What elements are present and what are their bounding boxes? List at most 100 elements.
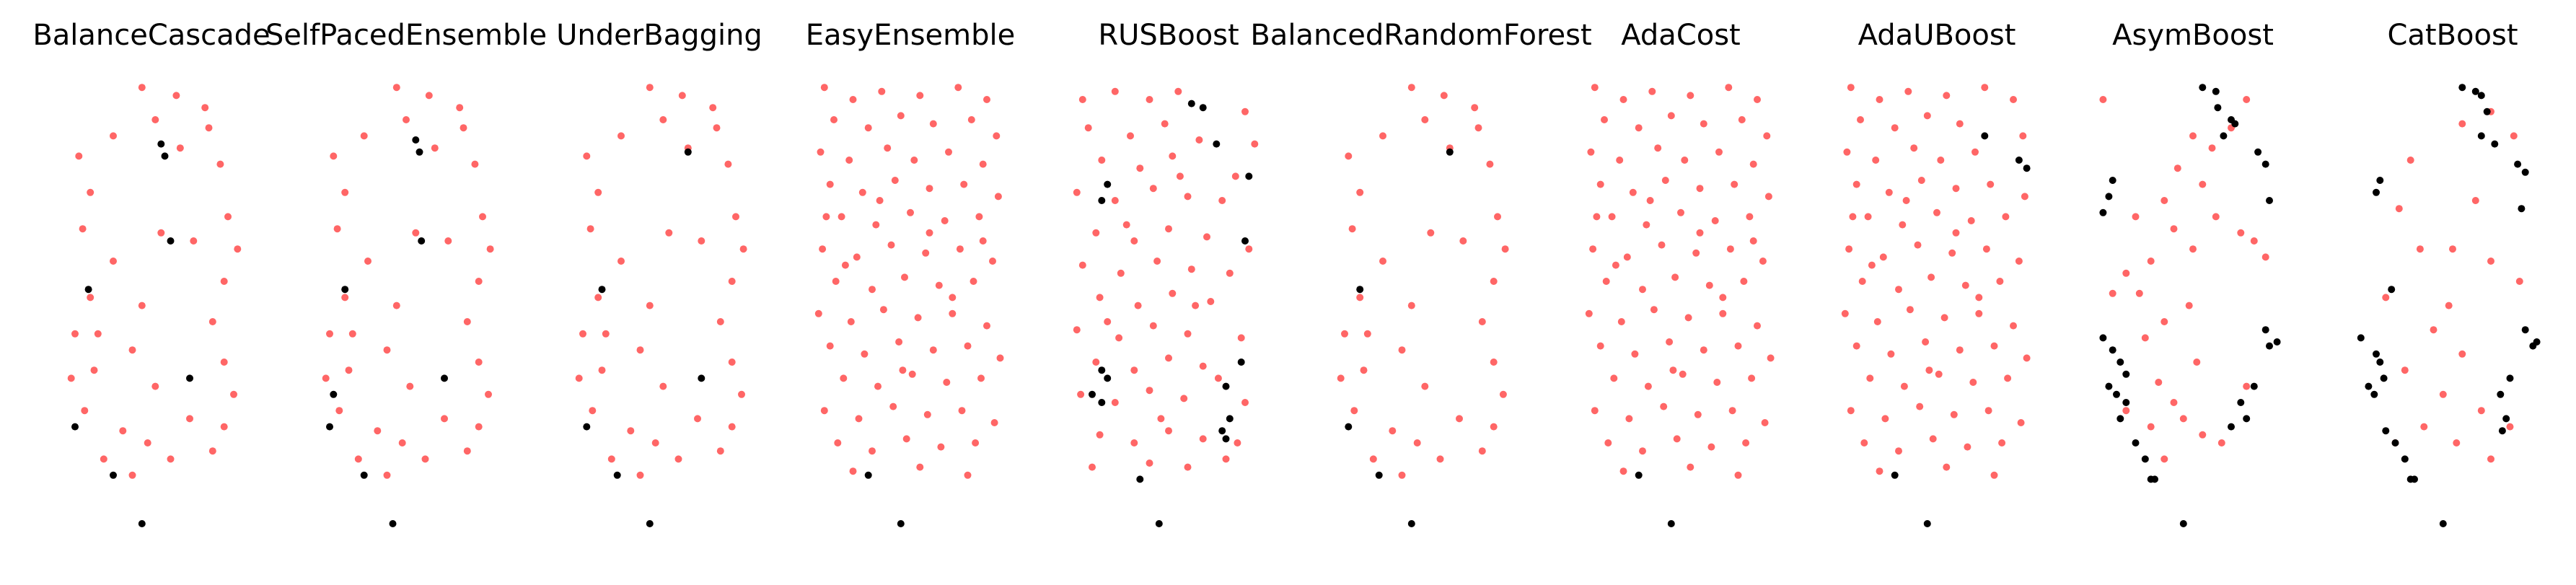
- minority-point: [2388, 286, 2396, 294]
- majority-point: [819, 245, 827, 253]
- majority-point: [1742, 439, 1750, 447]
- majority-point: [1696, 229, 1704, 237]
- majority-point: [1169, 152, 1177, 160]
- majority-point: [79, 225, 87, 233]
- majority-point: [2250, 237, 2258, 245]
- majority-point: [1904, 87, 1912, 95]
- minority-point: [2266, 197, 2273, 204]
- majority-point: [479, 213, 486, 221]
- scatter-panel: AdaCost: [1585, 19, 1775, 527]
- majority-point: [979, 160, 987, 168]
- minority-point: [2015, 157, 2023, 164]
- majority-point: [1684, 314, 1692, 322]
- majority-point: [1389, 427, 1397, 435]
- majority-point: [1895, 286, 1902, 294]
- majority-point: [1456, 415, 1463, 423]
- minority-point: [1222, 382, 1230, 390]
- minority-point: [416, 148, 423, 156]
- majority-point: [2132, 213, 2140, 221]
- majority-point: [945, 148, 952, 156]
- minority-point: [2099, 334, 2107, 342]
- majority-point: [1887, 350, 1895, 358]
- majority-point: [1348, 225, 1356, 233]
- majority-point: [354, 455, 362, 463]
- majority-point: [1379, 258, 1386, 265]
- majority-point: [958, 407, 966, 415]
- majority-point: [728, 278, 736, 285]
- majority-point: [1719, 309, 1727, 317]
- minority-point: [341, 286, 349, 294]
- majority-point: [1169, 289, 1177, 297]
- majority-point: [1234, 439, 1241, 447]
- majority-point: [1734, 342, 1742, 350]
- minority-point: [1891, 471, 1899, 479]
- majority-point: [71, 330, 79, 338]
- majority-point: [1987, 180, 1995, 188]
- majority-point: [87, 188, 94, 196]
- minority-point: [2109, 346, 2116, 354]
- majority-point: [138, 302, 146, 309]
- majority-point: [855, 415, 863, 423]
- minority-point: [167, 237, 175, 245]
- majority-point: [2135, 289, 2143, 297]
- majority-point: [1591, 407, 1599, 415]
- majority-point: [1180, 395, 1188, 403]
- majority-point: [421, 455, 429, 463]
- majority-point: [1471, 104, 1479, 112]
- majority-point: [607, 455, 615, 463]
- majority-point: [1604, 439, 1612, 447]
- majority-point: [2004, 374, 2012, 382]
- majority-point: [90, 366, 98, 374]
- majority-point: [646, 84, 654, 92]
- majority-point: [594, 294, 602, 302]
- majority-point: [1459, 237, 1467, 245]
- majority-point: [1591, 84, 1599, 92]
- minority-point: [330, 390, 338, 398]
- minority-point: [1089, 390, 1096, 398]
- majority-point: [330, 152, 338, 160]
- majority-point: [475, 278, 483, 285]
- majority-point: [1885, 188, 1893, 196]
- majority-point: [1356, 188, 1364, 196]
- majority-point: [937, 443, 945, 451]
- majority-point: [1917, 177, 1925, 184]
- majority-point: [2208, 144, 2216, 152]
- majority-point: [1635, 124, 1643, 132]
- majority-point: [2021, 193, 2028, 201]
- minority-point: [598, 286, 606, 294]
- majority-point: [1852, 180, 1860, 188]
- majority-point: [724, 160, 732, 168]
- majority-point: [1486, 160, 1494, 168]
- majority-point: [1694, 410, 1702, 418]
- majority-point: [2458, 350, 2466, 358]
- majority-point: [1937, 157, 1945, 164]
- majority-point: [1360, 366, 1368, 374]
- majority-point: [1146, 387, 1153, 395]
- majority-point: [665, 229, 673, 237]
- majority-point: [1990, 471, 1998, 479]
- majority-point: [1157, 415, 1165, 423]
- majority-point: [2395, 205, 2403, 213]
- majority-point: [716, 447, 724, 455]
- majority-point: [891, 177, 899, 184]
- majority-point: [1948, 249, 1956, 257]
- minority-point: [84, 286, 92, 294]
- majority-point: [2122, 269, 2130, 277]
- majority-point: [1996, 278, 2004, 285]
- majority-point: [1436, 455, 1444, 463]
- majority-point: [1092, 229, 1100, 237]
- majority-point: [2002, 213, 2010, 221]
- majority-point: [2212, 213, 2220, 221]
- majority-point: [617, 258, 625, 265]
- majority-point: [471, 160, 479, 168]
- majority-point: [475, 359, 483, 366]
- majority-point: [977, 374, 985, 382]
- majority-point: [845, 157, 853, 164]
- majority-point: [659, 382, 667, 390]
- majority-point: [1767, 354, 1775, 362]
- majority-point: [872, 221, 880, 229]
- majority-point: [1956, 346, 1964, 354]
- panel-title: SelfPacedEnsemble: [265, 19, 547, 52]
- majority-point: [2420, 423, 2428, 431]
- majority-point: [1413, 439, 1421, 447]
